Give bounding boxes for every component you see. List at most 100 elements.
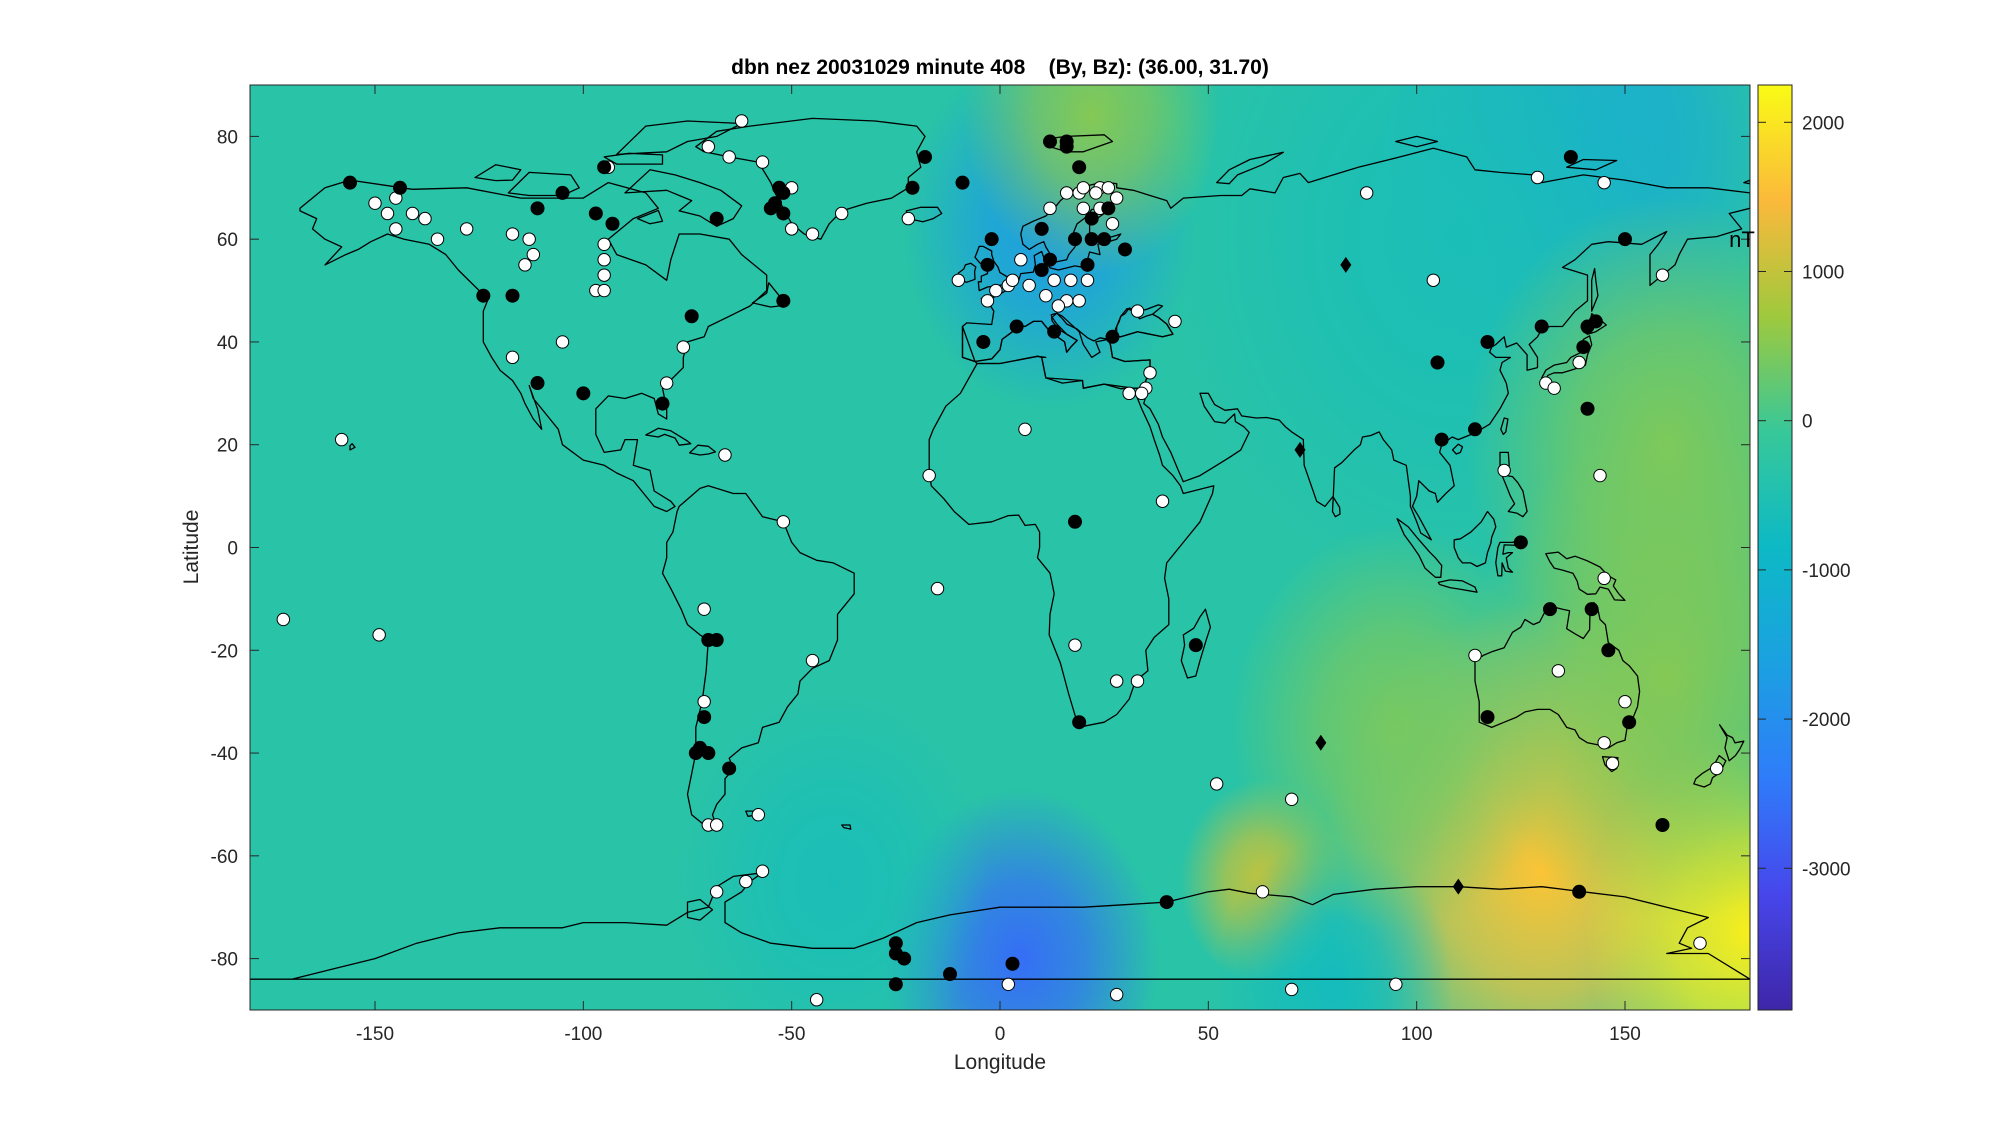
coastline-southampton — [636, 209, 664, 225]
station-black — [476, 288, 491, 303]
station-white — [430, 232, 445, 246]
station-white — [739, 874, 753, 889]
station-white — [1284, 792, 1299, 807]
station-black — [1430, 355, 1445, 370]
station-black — [1563, 149, 1578, 164]
station-white — [676, 340, 691, 354]
station-white — [1022, 278, 1036, 293]
station-white — [1076, 201, 1091, 216]
station-white — [1426, 273, 1441, 287]
station-black — [1601, 643, 1616, 658]
station-white — [1693, 936, 1707, 950]
station-white — [1005, 273, 1020, 287]
station-white — [901, 211, 916, 226]
station-black — [776, 206, 791, 221]
station-white — [334, 432, 349, 447]
station-white — [1043, 201, 1057, 216]
station-black — [505, 288, 520, 303]
station-white — [989, 283, 1003, 298]
station-black — [1034, 221, 1049, 236]
station-black — [1059, 134, 1074, 149]
station-white — [1130, 304, 1145, 318]
coastline-south-georgia — [841, 824, 852, 830]
station-black — [343, 175, 357, 190]
coastline-cuba — [645, 427, 692, 446]
station-black — [1043, 134, 1057, 149]
station-white — [1597, 736, 1611, 750]
station-black — [576, 386, 591, 401]
station-white — [1051, 299, 1066, 313]
coastline-baffin — [624, 169, 743, 227]
coastline-australia — [1474, 601, 1641, 749]
station-white — [597, 283, 611, 298]
station-white — [697, 602, 711, 616]
colorbar-tick-label: 1000 — [1802, 262, 1844, 283]
station-black — [1047, 324, 1062, 339]
station-white — [1109, 191, 1124, 205]
coastline-devon-isl — [603, 152, 664, 165]
y-tick-label: -20 — [211, 641, 238, 662]
x-tick-label: -150 — [356, 1024, 394, 1045]
station-black — [1080, 257, 1095, 272]
station-white — [597, 237, 611, 252]
station-black — [1655, 818, 1670, 832]
station-white — [1359, 186, 1374, 200]
station-black — [1584, 602, 1599, 617]
coastline-banks-isl — [474, 164, 522, 182]
y-axis-ticks: -80 -60 -40 -20 0 20 40 60 80 — [211, 127, 1750, 971]
colorbar-ticks: 2000 1000 0 -1000 -2000 -3000 — [1758, 113, 1851, 880]
station-black — [918, 149, 932, 164]
station-white — [709, 885, 724, 899]
coastline-north-america — [299, 179, 768, 513]
field-anomaly — [677, 689, 990, 1010]
station-black — [1434, 432, 1449, 447]
x-axis-ticks: -150 -100 -50 0 50 100 150 — [356, 85, 1641, 1045]
station-black — [688, 746, 703, 761]
station-diamond — [1340, 256, 1352, 273]
station-diamond — [1315, 734, 1327, 751]
station-markers — [276, 114, 1724, 1007]
station-black — [1084, 232, 1099, 247]
station-white — [1284, 982, 1299, 997]
station-black — [1097, 232, 1112, 247]
station-black — [1576, 340, 1591, 355]
station-white — [980, 294, 995, 308]
station-black — [701, 746, 716, 761]
coastline-madagascar — [1180, 608, 1212, 679]
station-black — [1101, 201, 1116, 216]
station-white — [1072, 294, 1086, 308]
coastline-wrangel — [1743, 179, 1750, 185]
station-black — [1534, 319, 1549, 334]
station-white — [526, 247, 541, 262]
y-tick-label: 80 — [217, 127, 238, 148]
colorbar: 2000 1000 0 -1000 -2000 -3000 — [1757, 84, 1851, 1011]
coastline-sakhalin — [1591, 267, 1599, 312]
station-white — [1089, 186, 1103, 200]
station-black — [1068, 232, 1082, 247]
coastline-ellesmere — [616, 120, 743, 156]
station-black — [1009, 319, 1024, 334]
station-white — [1572, 355, 1586, 370]
station-black — [1034, 263, 1049, 277]
station-white — [1155, 494, 1170, 508]
station-black — [1188, 638, 1203, 653]
y-tick-label: 40 — [217, 333, 238, 354]
station-white — [597, 268, 611, 282]
station-black — [1572, 884, 1587, 899]
station-white — [1618, 694, 1632, 709]
station-white — [597, 253, 611, 267]
station-white — [1497, 463, 1511, 478]
station-black — [1072, 160, 1087, 175]
station-white — [930, 581, 945, 596]
coastline-novaya-zemlya — [1216, 151, 1284, 185]
station-black — [1105, 329, 1120, 344]
station-white — [755, 155, 770, 169]
coastline-sulawesi — [1495, 539, 1522, 577]
coastline-hawaii — [349, 443, 356, 451]
station-white — [1389, 977, 1403, 992]
x-tick-label: 0 — [995, 1024, 1006, 1045]
station-white — [734, 114, 749, 128]
x-tick-label: 100 — [1401, 1024, 1433, 1045]
station-white — [834, 206, 849, 221]
station-black — [976, 334, 991, 349]
